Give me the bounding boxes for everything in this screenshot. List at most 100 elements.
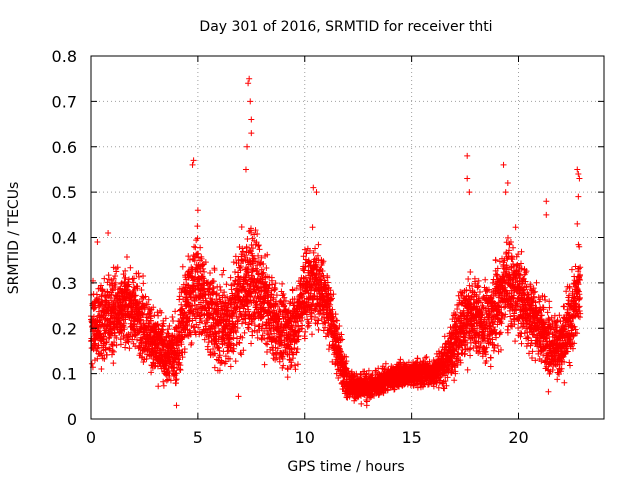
- data-point: [173, 365, 180, 372]
- data-point: [227, 274, 234, 281]
- data-point: [117, 341, 124, 348]
- data-point: [112, 279, 119, 286]
- data-point: [109, 342, 116, 349]
- data-point: [238, 223, 245, 230]
- data-point: [482, 276, 489, 283]
- data-point: [189, 317, 196, 324]
- data-point: [140, 280, 147, 287]
- data-point: [159, 327, 166, 334]
- data-point: [173, 370, 180, 377]
- data-point: [132, 343, 139, 350]
- data-point: [186, 315, 193, 322]
- data-point: [155, 383, 162, 390]
- data-point: [155, 312, 162, 319]
- data-point: [194, 223, 201, 230]
- data-point: [178, 301, 185, 308]
- data-point: [279, 280, 286, 287]
- data-point: [138, 316, 145, 323]
- data-point: [181, 345, 188, 352]
- data-point: [284, 374, 291, 381]
- data-point: [97, 282, 104, 289]
- data-point: [165, 326, 172, 333]
- data-point: [127, 329, 134, 336]
- data-point: [148, 369, 155, 376]
- data-point: [187, 331, 194, 338]
- data-point: [135, 273, 142, 280]
- data-point: [170, 317, 177, 324]
- data-point: [177, 367, 184, 374]
- data-point: [133, 323, 140, 330]
- data-point: [185, 268, 192, 275]
- data-point: [126, 345, 133, 352]
- data-point: [131, 293, 138, 300]
- data-point: [178, 341, 185, 348]
- data-point: [139, 310, 146, 317]
- data-point: [451, 377, 458, 384]
- data-point: [245, 320, 252, 327]
- data-point: [110, 348, 117, 355]
- chart-title: Day 301 of 2016, SRMTID for receiver tht…: [199, 19, 492, 35]
- data-point: [166, 322, 173, 329]
- data-point: [294, 346, 301, 353]
- data-point: [121, 326, 128, 333]
- data-point: [160, 382, 167, 389]
- data-point: [512, 338, 519, 345]
- data-point: [330, 291, 337, 298]
- data-point: [113, 334, 120, 341]
- data-point: [134, 285, 141, 292]
- data-point: [130, 321, 137, 328]
- data-point: [101, 355, 108, 362]
- data-point: [150, 359, 157, 366]
- data-point: [108, 291, 115, 298]
- data-point: [162, 315, 169, 322]
- data-point: [173, 376, 180, 383]
- data-point: [192, 302, 199, 309]
- data-point: [103, 351, 110, 358]
- data-point: [140, 359, 147, 366]
- data-point: [160, 320, 167, 327]
- data-point: [154, 321, 161, 328]
- data-point: [228, 286, 235, 293]
- data-point: [179, 263, 186, 270]
- data-point: [98, 366, 105, 373]
- data-point: [186, 256, 193, 263]
- data-point: [125, 276, 132, 283]
- data-point: [232, 358, 239, 365]
- data-point: [198, 330, 205, 337]
- data-point: [512, 224, 519, 231]
- data-point: [106, 345, 113, 352]
- data-point: [113, 268, 120, 275]
- data-point: [99, 355, 106, 362]
- data-point: [145, 296, 152, 303]
- data-point: [186, 307, 193, 314]
- data-point: [191, 243, 198, 250]
- data-point: [194, 235, 201, 242]
- data-point: [90, 313, 97, 320]
- data-point: [114, 264, 121, 271]
- data-point: [176, 293, 183, 300]
- data-point: [185, 253, 192, 260]
- data-point: [150, 304, 157, 311]
- data-point: [122, 274, 129, 281]
- data-point: [106, 346, 113, 353]
- data-point: [216, 283, 223, 290]
- data-point: [423, 353, 430, 360]
- data-point: [120, 271, 127, 278]
- data-point: [98, 293, 105, 300]
- data-point: [125, 338, 132, 345]
- data-point: [227, 363, 234, 370]
- data-point: [92, 304, 99, 311]
- data-point: [88, 360, 95, 367]
- data-point: [244, 324, 251, 331]
- data-point: [173, 380, 180, 387]
- data-point: [103, 339, 110, 346]
- data-point: [504, 234, 511, 241]
- data-point: [191, 328, 198, 335]
- data-point: [487, 363, 494, 370]
- data-point: [118, 329, 125, 336]
- data-point: [111, 339, 118, 346]
- data-point: [236, 243, 243, 250]
- data-point: [315, 326, 322, 333]
- data-point: [504, 329, 511, 336]
